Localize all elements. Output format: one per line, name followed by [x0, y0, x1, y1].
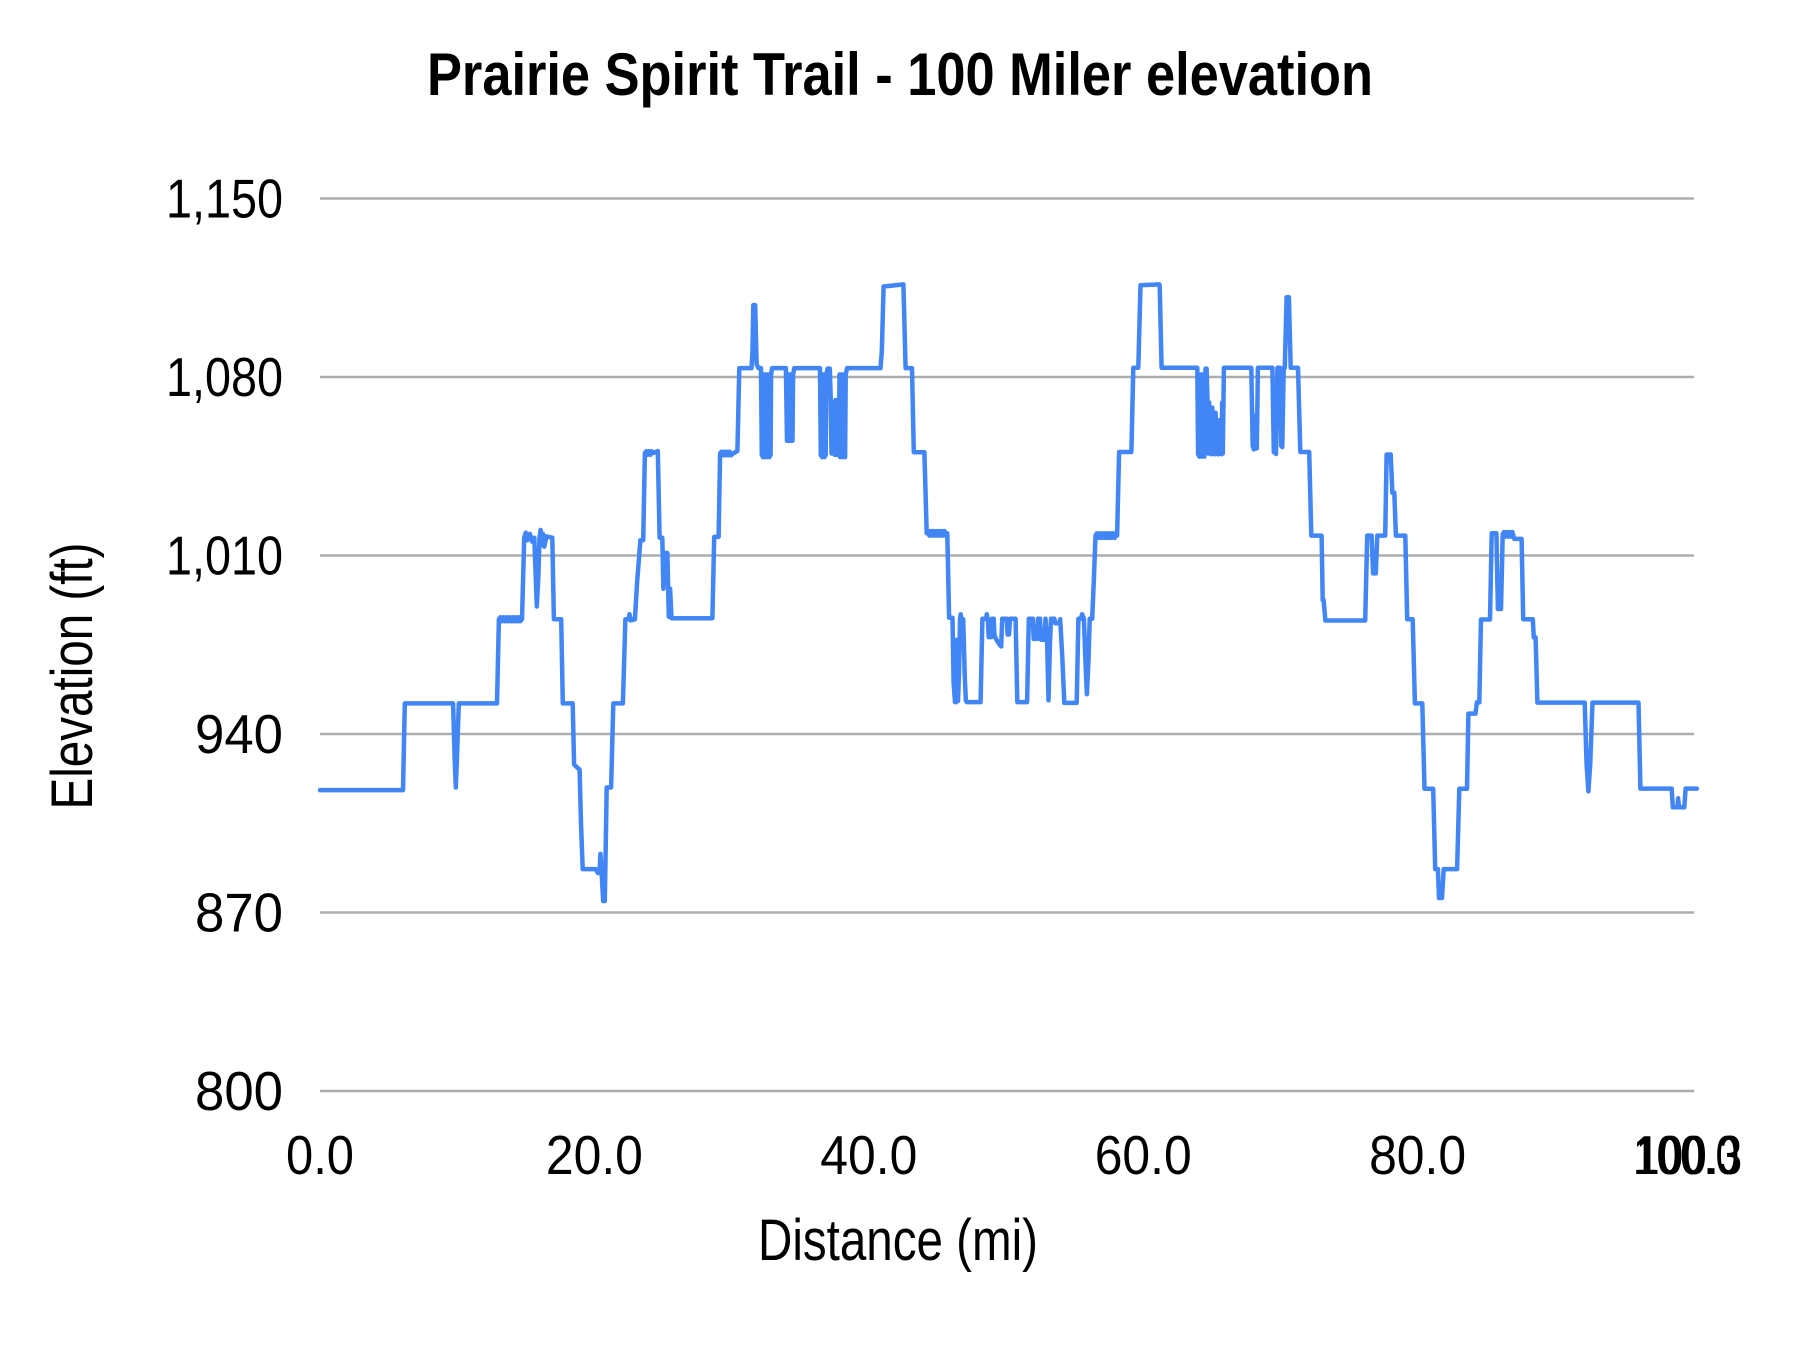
svg-text:Elevation (ft): Elevation (ft)	[40, 543, 105, 810]
svg-text:0.0: 0.0	[286, 1124, 354, 1186]
svg-text:1,010: 1,010	[166, 525, 283, 587]
svg-text:100.3: 100.3	[1636, 1124, 1742, 1186]
svg-text:20.0: 20.0	[546, 1124, 643, 1186]
svg-text:800: 800	[195, 1060, 283, 1122]
svg-text:870: 870	[195, 882, 283, 944]
svg-text:1,080: 1,080	[166, 346, 283, 408]
svg-text:100.0: 100.0	[1633, 1124, 1739, 1186]
svg-text:Prairie Spirit Trail - 100 Mil: Prairie Spirit Trail - 100 Miler elevati…	[427, 41, 1373, 108]
svg-text:Distance (mi): Distance (mi)	[758, 1208, 1038, 1273]
svg-text:940: 940	[195, 703, 283, 765]
svg-text:80.0: 80.0	[1369, 1124, 1466, 1186]
svg-text:1,150: 1,150	[166, 168, 283, 230]
svg-text:40.0: 40.0	[820, 1124, 917, 1186]
svg-text:60.0: 60.0	[1095, 1124, 1192, 1186]
